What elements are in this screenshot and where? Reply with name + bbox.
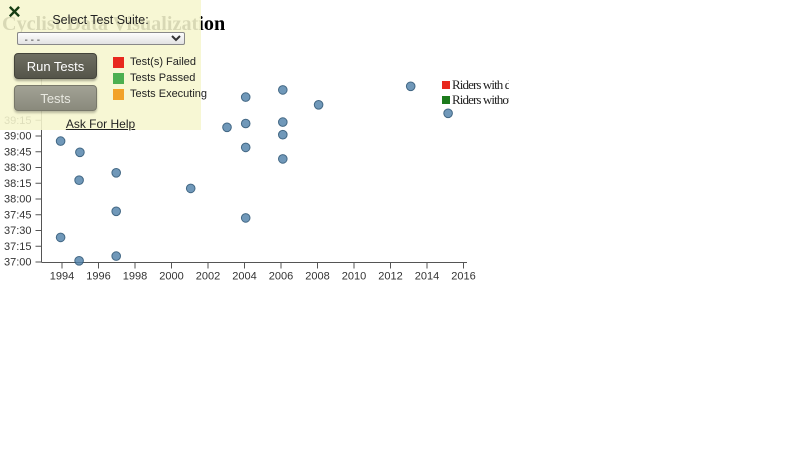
svg-text:37:15: 37:15	[4, 241, 32, 253]
svg-text:38:45: 38:45	[4, 146, 32, 158]
svg-text:Riders with doping allegations: Riders with doping allegations	[452, 77, 509, 92]
svg-text:38:00: 38:00	[4, 194, 32, 206]
svg-text:1994: 1994	[50, 270, 74, 282]
svg-text:2002: 2002	[196, 270, 220, 282]
svg-text:1998: 1998	[123, 270, 147, 282]
svg-text:Riders without doping allegati: Riders without doping allegations	[452, 92, 509, 107]
svg-text:2016: 2016	[451, 270, 475, 282]
svg-text:38:15: 38:15	[4, 178, 32, 190]
svg-text:2004: 2004	[232, 270, 256, 282]
svg-text:2006: 2006	[269, 270, 293, 282]
svg-text:2014: 2014	[415, 270, 439, 282]
svg-text:2008: 2008	[305, 270, 329, 282]
svg-text:39:00: 39:00	[4, 131, 32, 143]
svg-text:2010: 2010	[342, 270, 366, 282]
svg-text:38:30: 38:30	[4, 162, 32, 174]
svg-text:2000: 2000	[159, 270, 183, 282]
svg-text:37:00: 37:00	[4, 257, 32, 269]
svg-text:37:30: 37:30	[4, 225, 32, 237]
svg-text:2012: 2012	[378, 270, 402, 282]
svg-text:37:45: 37:45	[4, 209, 32, 221]
svg-text:1996: 1996	[86, 270, 110, 282]
